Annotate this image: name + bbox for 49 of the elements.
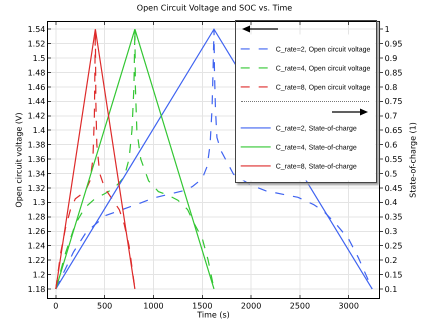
x-tick-label: 2500 [290, 302, 310, 311]
y2-tick-label: 0.4 [384, 198, 398, 208]
y2-tick-label: 0.9 [384, 54, 398, 63]
y-tick-label: 1.28 [28, 212, 46, 222]
y2-axis-title: State-of-charge (1) [408, 122, 418, 198]
y-tick-label: 1.22 [28, 256, 46, 265]
y-tick-label: 1.42 [28, 112, 46, 121]
x-tick-label: 3000 [338, 302, 359, 311]
y2-tick-label: 0.8 [384, 82, 398, 92]
y2-tick-label: 0.35 [384, 212, 402, 222]
y-axis-title: Open circuit voltage (V) [14, 112, 24, 208]
y-tick-label: 1.32 [28, 184, 46, 193]
y2-tick-label: 0.85 [384, 68, 402, 78]
x-tick-label: 0 [53, 302, 58, 311]
y2-tick-label: 0.45 [384, 184, 402, 193]
y2-tick-label: 0.7 [384, 112, 398, 121]
y-tick-label: 1.52 [28, 39, 46, 48]
y2-tick-label: 0.95 [384, 39, 402, 48]
y-tick-label: 1.5 [32, 54, 46, 63]
y2-tick-label: 0.25 [384, 241, 402, 250]
y2-tick-label: 0.5 [384, 169, 398, 178]
y2-tick-label: 0.55 [384, 154, 402, 164]
y2-tick-label: 1 [384, 25, 390, 34]
y-tick-label: 1.44 [28, 97, 46, 106]
y2-tick-label: 0.3 [384, 227, 398, 236]
y2-tick-label: 0.6 [384, 140, 398, 150]
y-tick-label: 1.24 [28, 241, 46, 250]
x-tick-label: 1000 [143, 302, 164, 311]
y2-tick-label: 0.2 [384, 256, 398, 265]
y2-tick-label: 0.1 [384, 284, 398, 294]
y-tick-label: 1.18 [28, 284, 46, 294]
y-tick-label: 1.2 [32, 270, 46, 280]
y2-tick-label: 0.75 [384, 97, 402, 106]
y-tick-label: 1.26 [28, 227, 46, 236]
x-tick-label: 500 [96, 302, 112, 311]
y-tick-label: 1.4 [32, 126, 46, 136]
y-tick-label: 1.36 [28, 154, 46, 164]
chart-title: Open Circuit Voltage and SOC vs. Time [136, 3, 292, 12]
y-tick-label: 1.34 [28, 169, 46, 178]
y-tick-label: 1.48 [28, 68, 46, 78]
y2-tick-label: 0.65 [384, 126, 402, 136]
y-tick-label: 1.38 [28, 140, 46, 150]
x-tick-label: 2000 [240, 302, 262, 311]
y-tick-label: 1.46 [28, 82, 46, 92]
y2-tick-label: 0.15 [384, 270, 402, 280]
y-tick-label: 1.54 [28, 25, 46, 34]
x-axis-title: Time (s) [196, 310, 230, 320]
x-tick-label: 1500 [192, 302, 212, 311]
y-tick-label: 1.3 [32, 198, 46, 208]
